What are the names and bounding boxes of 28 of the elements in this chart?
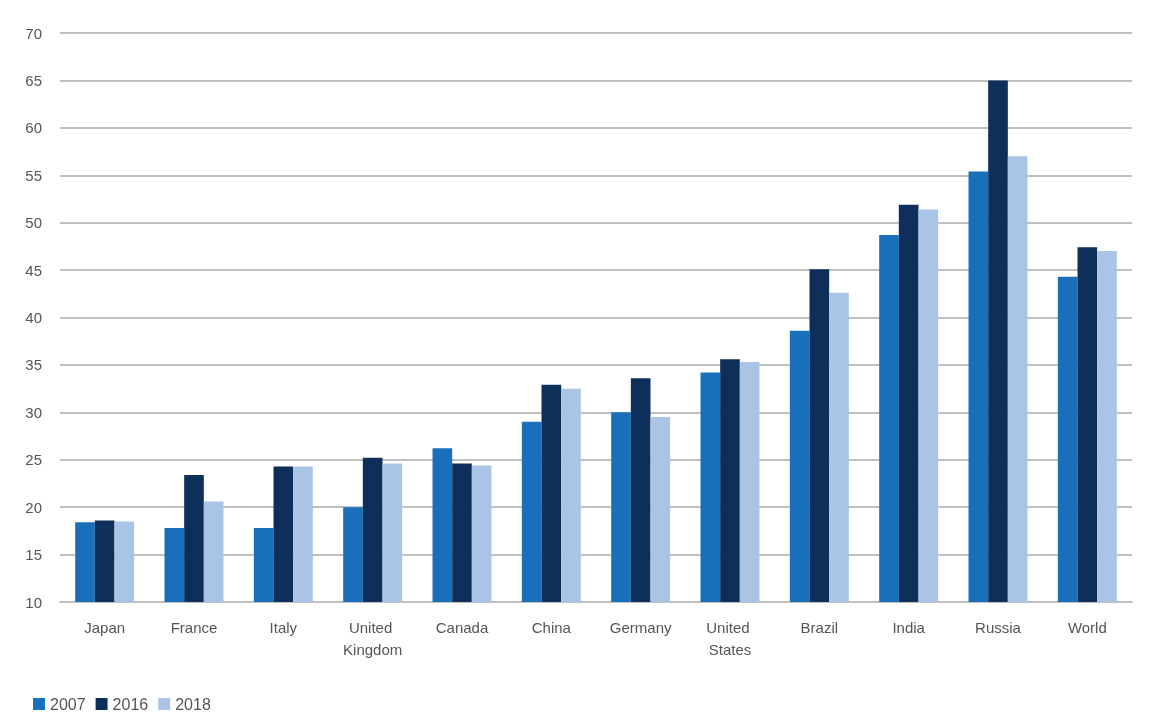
x-tick-label: China [531,618,572,636]
x-tick-label: Russia [975,618,1022,636]
x-tick-label: France [170,618,218,636]
legend-label: 2007 [50,695,86,713]
x-tick-label: Japan [84,618,126,636]
y-tick-label: 55 [25,166,42,184]
x-tick-label: India [892,618,926,636]
y-tick-label: 10 [25,593,42,611]
y-tick-label: 25 [25,451,42,469]
y-tick-label: 70 [25,24,42,42]
x-tick-label: United States [706,618,754,658]
y-tick-label: 50 [25,214,42,232]
y-tick-label: 35 [25,356,42,374]
x-tick-label: Italy [269,618,298,636]
x-tick-label: Canada [435,618,489,636]
x-tick-label: Brazil [800,618,839,636]
x-tick-label: United Kingdom [343,618,403,658]
y-tick-label: 60 [25,119,42,137]
y-tick-label: 15 [25,546,42,564]
y-tick-label: 40 [25,309,42,326]
y-tick-label: 65 [25,71,42,89]
y-tick-label: 30 [25,403,42,421]
y-tick-label: 45 [25,261,42,279]
legend-label: 2016 [112,695,149,713]
x-tick-label: Germany [609,618,673,636]
x-tick-label: World [1067,618,1107,636]
y-tick-label: 20 [25,498,42,516]
legend-label: 2018 [175,695,211,713]
